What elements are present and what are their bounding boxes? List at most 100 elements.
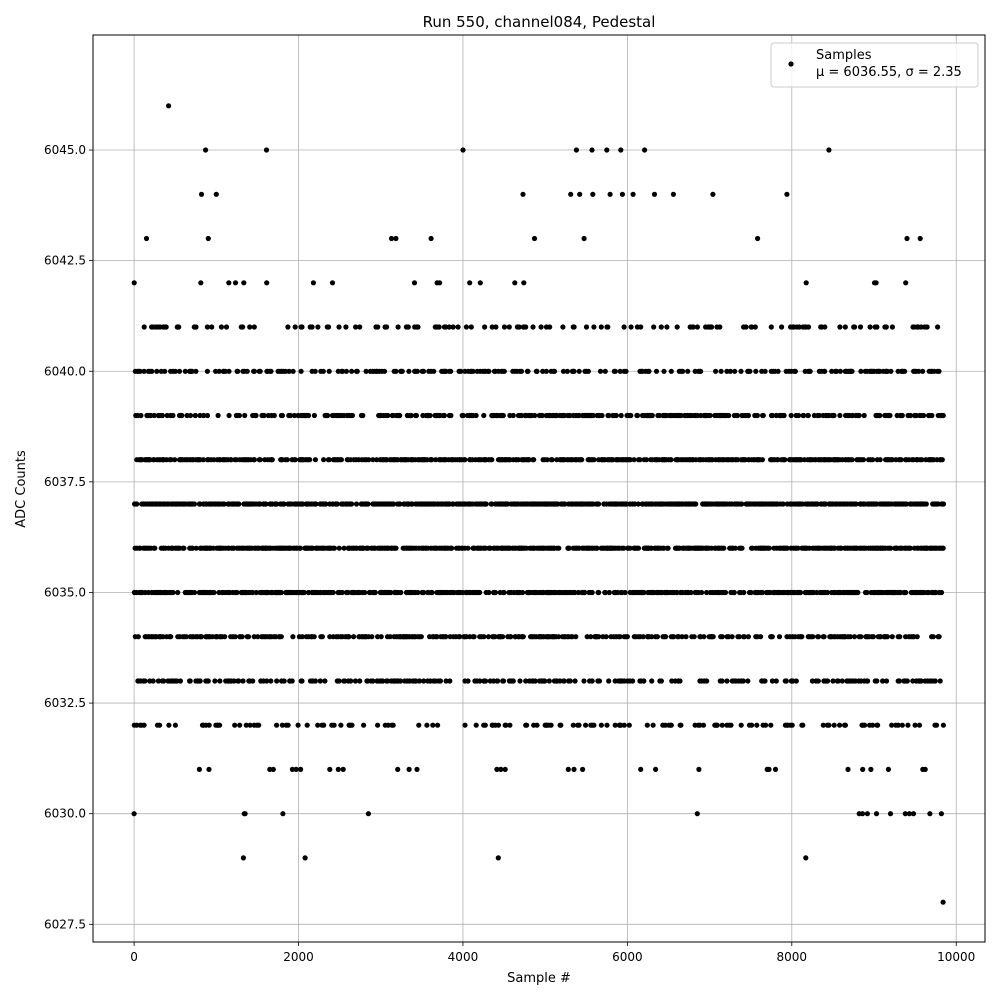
data-point [627, 545, 633, 551]
data-point [895, 722, 901, 728]
data-point [157, 722, 163, 728]
data-point [768, 324, 774, 330]
data-point [187, 678, 193, 684]
data-point [710, 634, 716, 640]
data-point [154, 368, 160, 374]
data-point [763, 722, 769, 728]
data-point [772, 766, 779, 773]
data-point [177, 678, 183, 684]
data-point [784, 545, 790, 551]
data-point [319, 634, 325, 640]
data-point [637, 457, 643, 463]
data-point [719, 722, 725, 728]
data-point [680, 368, 686, 374]
data-point [301, 589, 307, 596]
data-point [322, 678, 328, 684]
data-point [719, 678, 725, 684]
data-point [242, 412, 248, 419]
data-point [172, 722, 178, 728]
data-point [463, 324, 469, 330]
data-point [385, 412, 391, 419]
data-point [406, 766, 412, 773]
data-point [649, 634, 655, 640]
data-point [604, 722, 610, 728]
data-point [623, 368, 629, 374]
data-point [221, 501, 227, 507]
data-point [585, 368, 592, 374]
legend-stats-label: μ = 6036.55, σ = 2.35 [816, 65, 962, 80]
data-point [492, 634, 498, 640]
data-point [889, 324, 896, 330]
plot-frame [92, 34, 986, 943]
data-point [416, 722, 422, 728]
data-point [576, 368, 582, 374]
data-point [443, 678, 449, 684]
data-point [801, 412, 807, 419]
data-point [867, 324, 873, 330]
data-point [613, 412, 619, 419]
data-point [775, 368, 781, 374]
data-point [670, 191, 677, 197]
data-point [938, 589, 945, 596]
data-point [284, 457, 290, 463]
data-point [507, 722, 513, 728]
data-point [583, 722, 589, 728]
data-point [336, 324, 342, 330]
data-point [325, 412, 331, 419]
data-point [437, 280, 443, 286]
data-point [365, 811, 371, 817]
data-point [889, 722, 895, 728]
data-point [155, 678, 161, 684]
data-point [455, 324, 461, 330]
data-point [799, 634, 805, 640]
data-point [315, 324, 321, 330]
data-point [506, 324, 512, 330]
data-point [868, 766, 874, 773]
data-point [274, 678, 280, 684]
data-point [372, 589, 378, 596]
data-point [388, 235, 395, 242]
data-point [606, 589, 613, 596]
data-point [657, 412, 663, 419]
data-point [929, 412, 935, 419]
data-point [405, 324, 411, 330]
data-point [486, 368, 492, 374]
data-point [865, 678, 871, 684]
data-point [557, 678, 563, 684]
data-point [883, 324, 889, 330]
data-point [295, 722, 301, 728]
legend: Samples μ = 6036.55, σ = 2.35 [770, 42, 979, 88]
data-point [643, 457, 650, 463]
data-point [390, 722, 396, 728]
data-point [889, 634, 895, 640]
data-point [539, 412, 545, 419]
data-point [388, 589, 394, 596]
data-point [131, 280, 137, 286]
data-point [287, 412, 294, 419]
y-tick-label: 6035.0 [44, 585, 86, 599]
data-point [638, 324, 644, 330]
data-point [242, 811, 248, 817]
data-point [397, 501, 403, 507]
data-point [571, 766, 577, 773]
data-point [755, 235, 761, 242]
x-tick-label: 8000 [777, 950, 808, 964]
data-point [163, 324, 169, 330]
data-point [650, 722, 656, 728]
data-point [551, 368, 558, 374]
data-point [594, 545, 600, 551]
data-point [213, 191, 219, 197]
data-point [825, 678, 831, 684]
data-point [826, 147, 832, 153]
data-point [837, 412, 843, 419]
data-point [571, 324, 577, 330]
data-point [473, 722, 479, 728]
data-point [560, 324, 566, 330]
data-point [159, 412, 165, 419]
data-point [789, 722, 795, 728]
data-point [738, 722, 744, 728]
data-point [251, 457, 257, 463]
data-point [446, 324, 452, 330]
data-point [291, 412, 298, 419]
y-tick-label: 6042.5 [44, 254, 86, 268]
